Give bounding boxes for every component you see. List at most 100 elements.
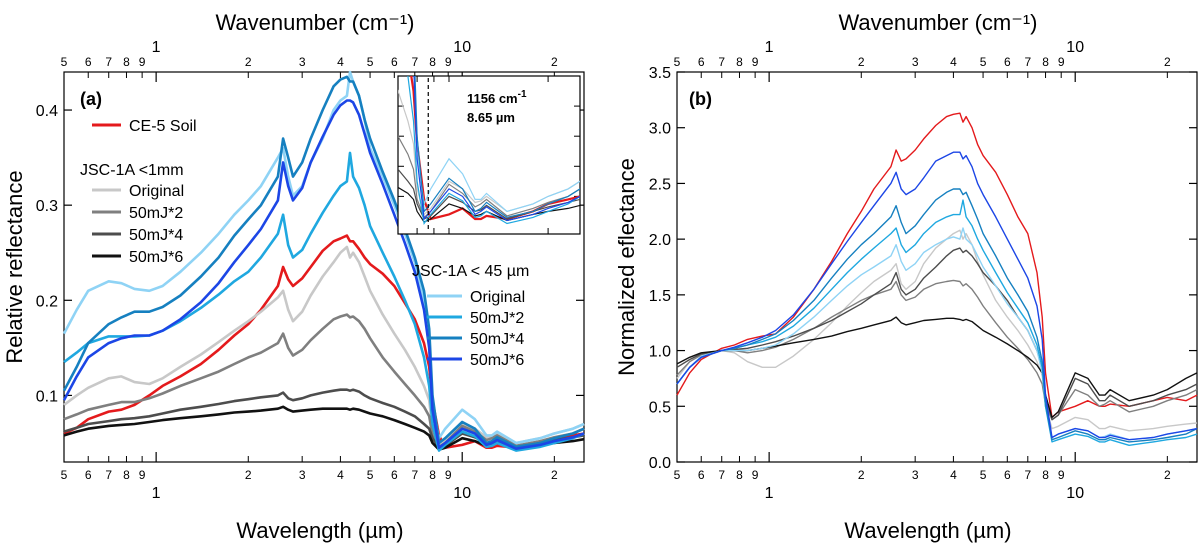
panel-a-top-axis-title: Wavenumber (cm⁻¹) xyxy=(215,10,414,35)
a-xtick-label-minor: 3 xyxy=(299,468,306,482)
b-top-tick-label-minor: 6 xyxy=(1004,55,1011,69)
a-top-tick-label-minor: 5 xyxy=(367,55,374,69)
a-series-line-7 xyxy=(62,75,585,449)
inset-wavenumber-label: 1156 cm-1 xyxy=(467,89,527,106)
a-series-line-5 xyxy=(62,70,585,445)
b-top-tick-label-minor: 8 xyxy=(736,55,743,69)
a-series-line-4 xyxy=(63,405,585,451)
b-top-tick-label-minor: 6 xyxy=(698,55,705,69)
a-xtick-label-minor: 5 xyxy=(61,468,68,482)
b-top-tick-label-minor: 9 xyxy=(752,55,759,69)
a-top-tick-label-minor: 7 xyxy=(411,55,418,69)
a-top-tick-label-minor: 9 xyxy=(139,55,146,69)
b-top-tick-label-minor: 2 xyxy=(858,55,865,69)
a-xtick-label-minor: 5 xyxy=(367,468,374,482)
a-top-tick-label-minor: 7 xyxy=(105,55,112,69)
legend-group-1mm: JSC-1A <1mm xyxy=(80,162,184,179)
legend-label-x6-1mm: 50mJ*6 xyxy=(129,249,183,266)
inset-series-line-7 xyxy=(414,76,580,219)
b-series-line-4 xyxy=(676,316,1198,419)
a-series-line-6 xyxy=(63,151,585,452)
a-xtick-label-minor: 9 xyxy=(139,468,146,482)
b-xtick-label-minor: 7 xyxy=(718,468,725,482)
a-top-tick-label-minor: 9 xyxy=(445,55,452,69)
b-ytick-label: 2.5 xyxy=(649,176,671,193)
legend-label-x2-45um: 50mJ*2 xyxy=(470,310,524,327)
panel-b-ticks: 11101055667788992233445566778899220.00.5… xyxy=(649,39,1197,502)
a-top-tick-label-major: 1 xyxy=(152,39,161,56)
a-xtick-label-minor: 4 xyxy=(337,468,344,482)
a-top-tick-label-minor: 6 xyxy=(85,55,92,69)
a-xtick-label-minor: 7 xyxy=(105,468,112,482)
b-top-tick-label-minor: 9 xyxy=(1058,55,1065,69)
a-xtick-label-minor: 2 xyxy=(245,468,252,482)
b-xtick-label-minor: 6 xyxy=(698,468,705,482)
inset-series-line-5 xyxy=(413,76,580,213)
a-xtick-label-minor: 6 xyxy=(85,468,92,482)
a-xtick-label-major: 1 xyxy=(152,485,161,502)
a-xtick-label-minor: 7 xyxy=(411,468,418,482)
panel-b-y-axis-title: Normalized eflectance xyxy=(614,158,639,376)
a-top-tick-label-minor: 8 xyxy=(429,55,436,69)
b-ytick-label: 1.5 xyxy=(649,288,671,305)
inset-wavelength-label: 8.65 µm xyxy=(467,110,515,125)
b-series-line-6 xyxy=(676,199,1198,446)
a-top-tick-label-minor: 5 xyxy=(61,55,68,69)
b-series-line-7 xyxy=(676,188,1198,443)
b-xtick-label-minor: 6 xyxy=(1004,468,1011,482)
b-top-tick-label-minor: 5 xyxy=(674,55,681,69)
b-ytick-label: 2.0 xyxy=(649,232,671,249)
b-ytick-label: 0.5 xyxy=(649,399,671,416)
b-ytick-label: 0.0 xyxy=(649,455,671,472)
a-ytick-label: 0.3 xyxy=(36,198,58,215)
inset-plot: 1156 cm-1 8.65 µm xyxy=(397,75,581,235)
panel-a-frame xyxy=(63,71,585,463)
b-xtick-label-minor: 3 xyxy=(912,468,919,482)
b-xtick-label-minor: 4 xyxy=(950,468,957,482)
a-xtick-label-minor: 8 xyxy=(429,468,436,482)
a-xtick-label-minor: 8 xyxy=(123,468,130,482)
a-top-tick-label-minor: 4 xyxy=(337,55,344,69)
b-ytick-label: 3.5 xyxy=(649,65,671,82)
b-xtick-label-minor: 7 xyxy=(1024,468,1031,482)
a-ytick-label: 0.2 xyxy=(36,293,58,310)
panel-b-frame xyxy=(676,71,1198,463)
b-top-tick-label-major: 1 xyxy=(765,39,774,56)
b-top-tick-label-minor: 7 xyxy=(718,55,725,69)
b-xtick-label-minor: 9 xyxy=(1058,468,1065,482)
legend-label-x2-1mm: 50mJ*2 xyxy=(129,205,183,222)
b-ytick-label: 1.0 xyxy=(649,344,671,361)
legend-label-x4-45um: 50mJ*4 xyxy=(470,331,524,348)
legend-label-original-45um: Original xyxy=(470,289,525,306)
b-ytick-label: 3.0 xyxy=(649,121,671,138)
b-series-line-3 xyxy=(676,247,1198,421)
panel-a-legend: CE-5 Soil JSC-1A <1mm Original 50mJ*2 50… xyxy=(80,118,529,369)
panel-b-series xyxy=(676,112,1198,446)
b-top-tick-label-minor: 5 xyxy=(980,55,987,69)
a-top-tick-label-minor: 2 xyxy=(245,55,252,69)
legend-label-ce5: CE-5 Soil xyxy=(129,118,197,135)
b-top-tick-label-minor: 7 xyxy=(1024,55,1031,69)
a-xtick-label-minor: 2 xyxy=(551,468,558,482)
panel-a-ticks: 11101055667788992233445566778899220.10.2… xyxy=(36,39,584,502)
legend-label-x6-45um: 50mJ*6 xyxy=(470,352,524,369)
inset-series-line-8 xyxy=(413,76,580,222)
a-xtick-label-minor: 6 xyxy=(391,468,398,482)
inset-series-line-2 xyxy=(398,135,580,219)
inset-series xyxy=(398,76,580,226)
b-top-tick-label-major: 10 xyxy=(1066,39,1084,56)
a-top-tick-label-minor: 6 xyxy=(391,55,398,69)
a-top-tick-label-major: 10 xyxy=(453,39,471,56)
b-top-tick-label-minor: 4 xyxy=(950,55,957,69)
inset-ticks xyxy=(398,76,580,234)
panel-b-top-axis-title: Wavenumber (cm⁻¹) xyxy=(838,10,1037,35)
a-top-tick-label-minor: 8 xyxy=(123,55,130,69)
a-xtick-label-major: 10 xyxy=(453,485,471,502)
b-series-line-0 xyxy=(676,112,1198,419)
panel-b-label: (b) xyxy=(689,89,712,109)
b-xtick-label-minor: 8 xyxy=(1042,468,1049,482)
b-top-tick-label-minor: 2 xyxy=(1164,55,1171,69)
legend-label-x4-1mm: 50mJ*4 xyxy=(129,227,183,244)
a-ytick-label: 0.4 xyxy=(36,103,58,120)
